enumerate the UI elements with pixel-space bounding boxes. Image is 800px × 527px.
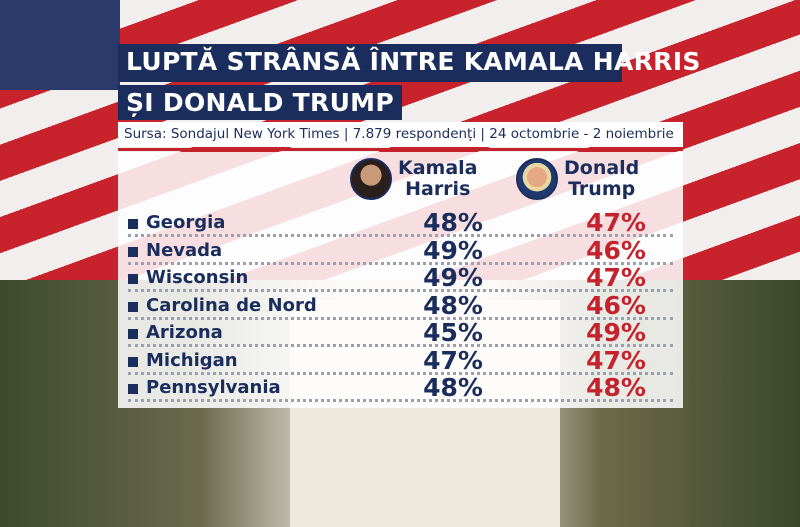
- source-subtitle: Sursa: Sondajul New York Times | 7.879 r…: [118, 122, 683, 147]
- table-row: Nevada 49% 46%: [128, 235, 673, 265]
- bullet-icon: [128, 246, 138, 257]
- title-line-1: LUPTĂ STRÂNSĂ ÎNTRE KAMALA HARRIS: [118, 44, 700, 82]
- trump-avatar: [516, 158, 558, 200]
- table-row: Carolina de Nord 48% 46%: [128, 290, 673, 320]
- table-row: Arizona 45% 49%: [128, 318, 673, 347]
- table-row: Pennsylvania 48% 48%: [128, 373, 673, 402]
- trump-last-name: Trump: [568, 178, 636, 200]
- trump-first-name: Donald: [564, 157, 640, 179]
- state-name: Michigan: [146, 349, 238, 371]
- bullet-icon: [128, 356, 138, 367]
- harris-avatar: [350, 158, 392, 200]
- table-row: Georgia 48% 47%: [128, 208, 673, 237]
- harris-value: 49%: [423, 235, 483, 265]
- harris-value: 48%: [423, 373, 483, 402]
- harris-value: 49%: [423, 263, 483, 292]
- bullet-icon: [128, 219, 138, 229]
- harris-last-name: Harris: [405, 178, 471, 200]
- state-name: Georgia: [146, 212, 226, 233]
- trump-value: 47%: [586, 345, 646, 375]
- state-name: Arizona: [146, 322, 223, 343]
- state-name: Carolina de Nord: [146, 294, 317, 316]
- bullet-icon: [128, 384, 138, 394]
- state-name: Nevada: [146, 239, 223, 261]
- state-name: Pennsylvania: [146, 377, 281, 398]
- table-row: Wisconsin 49% 47%: [128, 263, 673, 292]
- trump-header: Donald Trump: [516, 158, 639, 200]
- harris-value: 48%: [423, 208, 483, 237]
- trump-value: 49%: [586, 318, 646, 347]
- trump-value: 46%: [586, 290, 646, 320]
- harris-header: Kamala Harris: [350, 158, 478, 200]
- state-name: Wisconsin: [146, 267, 249, 288]
- harris-value: 45%: [423, 318, 483, 347]
- harris-value: 47%: [423, 345, 483, 375]
- trump-value: 46%: [586, 235, 646, 265]
- bullet-icon: [128, 274, 138, 284]
- divider: [118, 148, 683, 151]
- harris-first-name: Kamala: [398, 157, 478, 179]
- harris-value: 48%: [423, 290, 483, 320]
- bullet-icon: [128, 329, 138, 339]
- table-row: Michigan 47% 47%: [128, 345, 673, 375]
- trump-value: 47%: [586, 263, 646, 292]
- title-line-2: ȘI DONALD TRUMP: [118, 85, 402, 120]
- trump-value: 47%: [586, 208, 646, 237]
- trump-value: 48%: [586, 373, 646, 402]
- results-table: Kamala Harris Donald Trump Georgia 48% 47%…: [118, 152, 683, 408]
- flag-background: [0, 0, 120, 90]
- bullet-icon: [128, 301, 138, 312]
